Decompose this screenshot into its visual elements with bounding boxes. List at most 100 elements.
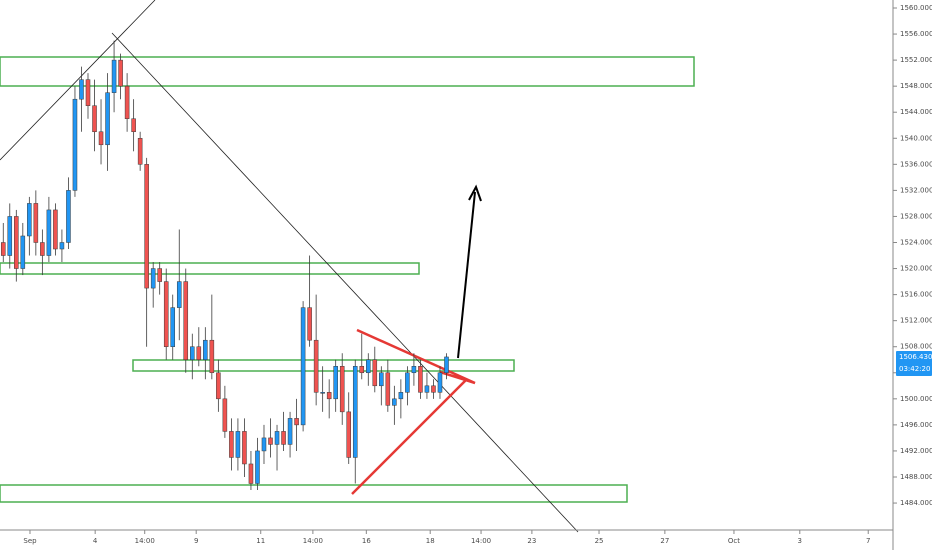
y-tick-label: 1496.000 bbox=[900, 421, 932, 429]
y-tick-label: 1516.000 bbox=[900, 291, 932, 299]
support-zone bbox=[0, 484, 628, 503]
candle-body bbox=[0, 242, 6, 256]
candle-body bbox=[352, 366, 358, 458]
candle-body bbox=[366, 359, 371, 374]
candle-body bbox=[222, 398, 228, 432]
triangle-pattern bbox=[351, 379, 467, 495]
candle-body bbox=[170, 307, 176, 347]
y-tick-label: 1548.000 bbox=[900, 82, 932, 90]
x-tick-label: 18 bbox=[426, 537, 435, 545]
candle-body bbox=[431, 385, 436, 393]
candle-body bbox=[268, 437, 273, 445]
candle-body bbox=[79, 79, 84, 100]
candle-body bbox=[346, 411, 351, 458]
countdown: 03:42:20 bbox=[899, 365, 930, 373]
x-tick-label: 14:00 bbox=[135, 537, 155, 545]
x-tick-label: 27 bbox=[660, 537, 669, 545]
last-price-badge bbox=[896, 350, 932, 376]
candle-body bbox=[320, 392, 325, 394]
candle-body bbox=[27, 203, 32, 237]
x-tick-label: 14:00 bbox=[471, 537, 491, 545]
x-tick-label: 3 bbox=[798, 537, 802, 545]
y-tick-label: 1520.000 bbox=[900, 265, 932, 273]
x-tick-label: Sep bbox=[23, 537, 37, 545]
candle-body bbox=[157, 268, 162, 282]
candle-body bbox=[216, 372, 221, 400]
x-tick-label: 16 bbox=[362, 537, 371, 545]
candle-body bbox=[33, 203, 39, 243]
candle-body bbox=[163, 281, 169, 347]
candle-body bbox=[137, 138, 143, 165]
candle-body bbox=[398, 392, 404, 400]
candle-body bbox=[281, 431, 286, 445]
trend-line bbox=[111, 32, 579, 533]
y-tick-label: 1508.000 bbox=[900, 343, 932, 351]
y-tick-label: 1524.000 bbox=[900, 238, 932, 246]
support-zone bbox=[132, 359, 515, 372]
x-tick-label: Oct bbox=[728, 537, 740, 545]
y-tick-label: 1560.000 bbox=[900, 4, 932, 12]
candle-body bbox=[176, 281, 182, 308]
candle-body bbox=[307, 307, 312, 341]
candle-body bbox=[333, 366, 338, 400]
candle-body bbox=[411, 366, 417, 374]
x-tick-label: 11 bbox=[256, 537, 265, 545]
candle-body bbox=[229, 431, 234, 458]
x-tick-label: 14:00 bbox=[303, 537, 323, 545]
candle-body bbox=[196, 346, 202, 360]
arrow-head bbox=[468, 184, 482, 202]
candle-body bbox=[209, 339, 215, 374]
x-tick-label: 7 bbox=[866, 537, 870, 545]
y-tick-label: 1544.000 bbox=[900, 108, 932, 116]
candle-body bbox=[92, 105, 97, 133]
candle-body bbox=[294, 418, 299, 426]
candle-body bbox=[242, 431, 247, 465]
candle-body bbox=[59, 242, 65, 250]
y-tick-label: 1492.000 bbox=[900, 447, 932, 455]
candle-body bbox=[124, 85, 130, 119]
candle-body bbox=[183, 281, 189, 360]
candle-body bbox=[444, 356, 449, 374]
y-tick-label: 1512.000 bbox=[900, 317, 932, 325]
candle-body bbox=[190, 346, 195, 360]
candle-body bbox=[405, 372, 410, 393]
candle-body bbox=[150, 268, 156, 289]
trend-line bbox=[0, 0, 156, 161]
triangle-pattern bbox=[356, 328, 476, 385]
candle-body bbox=[20, 235, 26, 269]
candle-body bbox=[326, 392, 332, 400]
candle-body bbox=[248, 463, 254, 484]
candle-body bbox=[274, 431, 280, 445]
y-tick-label: 1540.000 bbox=[900, 134, 932, 142]
x-tick-label: 25 bbox=[595, 537, 604, 545]
y-tick-label: 1532.000 bbox=[900, 186, 932, 194]
x-tick-label: 23 bbox=[527, 537, 536, 545]
candle-body bbox=[255, 450, 260, 484]
last-price-label: 1506.430 bbox=[899, 353, 932, 361]
candle-body bbox=[385, 372, 391, 406]
candle-body bbox=[111, 59, 117, 93]
x-tick-label: 9 bbox=[194, 537, 198, 545]
candle-body bbox=[144, 164, 149, 289]
candle-body bbox=[235, 431, 241, 458]
candle-body bbox=[46, 209, 52, 256]
drawings bbox=[0, 0, 695, 533]
support-zone bbox=[0, 262, 420, 275]
candle-body bbox=[372, 359, 378, 387]
candle-body bbox=[418, 366, 423, 393]
arrow bbox=[457, 191, 476, 359]
candle-body bbox=[7, 216, 13, 256]
candle-body bbox=[14, 216, 19, 269]
candle-body bbox=[118, 59, 123, 87]
y-tick-label: 1556.000 bbox=[900, 30, 932, 38]
support-zone bbox=[0, 56, 695, 87]
candle-body bbox=[98, 131, 104, 146]
candle-body bbox=[66, 190, 71, 243]
y-tick-label: 1528.000 bbox=[900, 212, 932, 220]
candle-body bbox=[424, 385, 430, 393]
candle-body bbox=[131, 118, 136, 133]
candle-body bbox=[379, 372, 384, 387]
x-tick-label: 4 bbox=[93, 537, 98, 545]
candle-body bbox=[105, 92, 110, 146]
candle-body bbox=[437, 372, 443, 393]
